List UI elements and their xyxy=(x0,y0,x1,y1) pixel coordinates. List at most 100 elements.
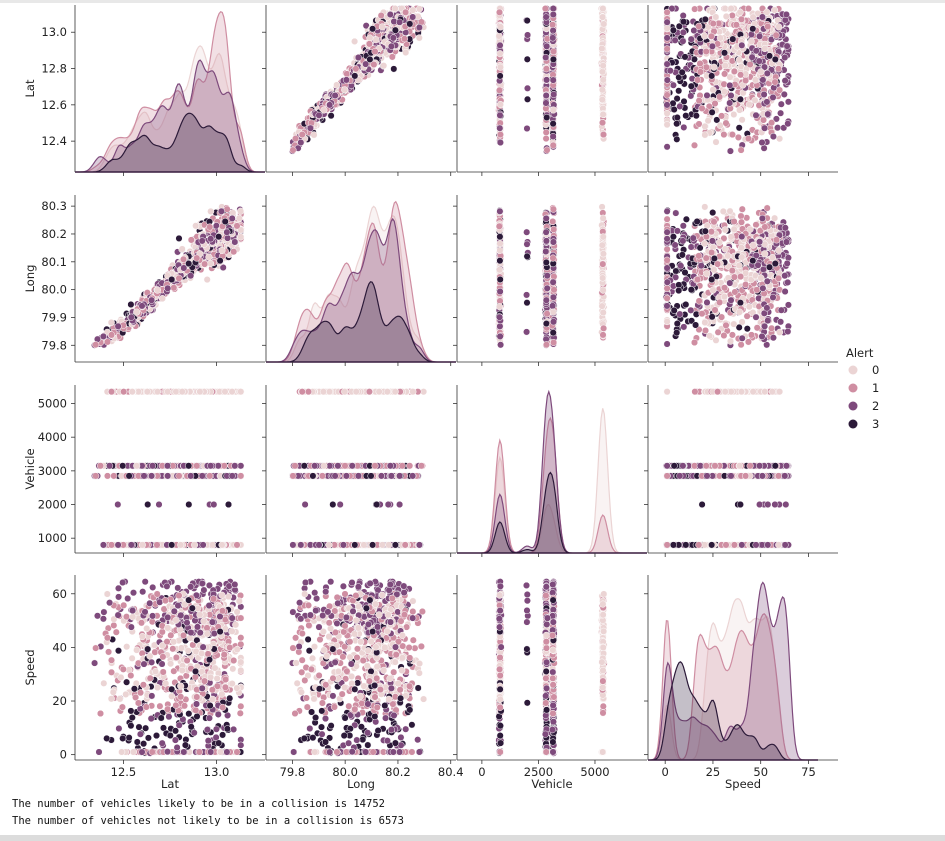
scatter-point xyxy=(764,110,772,118)
scatter-point xyxy=(726,147,734,155)
scatter-point xyxy=(310,131,318,139)
scatter-point xyxy=(341,86,349,94)
scatter-point xyxy=(707,32,715,40)
scatter-point xyxy=(549,55,557,63)
scatter-point xyxy=(727,5,735,13)
scatter-point xyxy=(415,34,423,42)
scatter-point xyxy=(496,246,504,254)
scatter-point xyxy=(772,31,780,39)
scatter-point xyxy=(541,5,549,13)
scatter-point xyxy=(759,76,767,84)
scatter-point xyxy=(758,13,766,21)
scatter-point xyxy=(523,240,531,248)
scatter-point xyxy=(701,32,709,40)
scatter-point xyxy=(696,59,704,68)
scatter-point xyxy=(354,53,362,62)
scatter-point xyxy=(746,60,754,69)
scatter-point xyxy=(599,13,607,21)
scatter-point xyxy=(709,20,717,28)
scatter-point xyxy=(663,8,671,16)
scatter-point xyxy=(771,78,779,86)
scatter-point xyxy=(776,135,784,143)
scatter-point xyxy=(681,53,689,61)
scatter-point xyxy=(732,21,740,29)
scatter-point xyxy=(549,302,557,310)
scatter-point xyxy=(735,124,743,132)
scatter-point xyxy=(333,81,341,89)
scatter-point xyxy=(599,76,607,84)
scatter-point xyxy=(235,214,243,222)
scatter-point xyxy=(736,8,744,16)
scatter-point xyxy=(759,116,768,124)
scatter-point xyxy=(600,20,608,28)
scatter-point xyxy=(679,12,687,20)
scatter-point xyxy=(784,120,792,128)
scatter-point xyxy=(599,250,607,258)
scatter-point xyxy=(175,274,183,282)
scatter-point xyxy=(599,274,607,282)
scatter-point xyxy=(687,35,695,43)
scatter-point xyxy=(549,10,557,19)
scatter-point xyxy=(221,217,229,226)
scatter-point xyxy=(669,26,677,34)
scatter-point xyxy=(107,318,115,327)
scatter-point xyxy=(704,117,712,125)
scatter-point xyxy=(701,15,709,23)
scatter-point xyxy=(366,55,374,63)
scatter-point xyxy=(168,275,176,284)
scatter-point xyxy=(763,98,771,106)
scatter-point xyxy=(599,214,607,222)
scatter-point xyxy=(729,35,737,43)
scatter-point xyxy=(237,207,245,215)
scatter-point xyxy=(663,18,671,26)
scatter-point xyxy=(297,138,305,147)
scatter-point xyxy=(599,62,607,70)
scatter-point xyxy=(726,99,734,107)
scatter-point xyxy=(695,97,703,105)
y-tick-label: 13.0 xyxy=(41,25,67,39)
scatter-point xyxy=(701,203,709,211)
scatter-point xyxy=(745,100,753,109)
scatter-point xyxy=(747,331,756,339)
scatter-point xyxy=(496,332,504,340)
scatter-point xyxy=(224,234,232,242)
scatter-point xyxy=(735,56,743,64)
scatter-point xyxy=(496,240,504,248)
scatter-point xyxy=(365,40,373,48)
scatter-point xyxy=(497,341,505,349)
scatter-point xyxy=(663,45,671,53)
scatter-point xyxy=(722,119,730,127)
scatter-point xyxy=(663,60,671,68)
scatter-point xyxy=(722,12,730,20)
scatter-point xyxy=(331,91,339,100)
scatter-point xyxy=(409,6,417,14)
scatter-point xyxy=(673,120,681,128)
scatter-point xyxy=(763,204,771,212)
y-tick-label: 80.2 xyxy=(41,227,67,241)
scatter-point xyxy=(549,278,557,286)
scatter-point xyxy=(679,37,687,45)
scatter-point xyxy=(378,23,386,31)
scatter-point xyxy=(542,237,550,245)
scatter-point xyxy=(708,42,716,50)
scatter-point xyxy=(710,63,718,71)
scatter-point xyxy=(711,99,719,108)
scatter-point xyxy=(768,119,776,127)
scatter-point xyxy=(409,13,417,21)
scatter-point xyxy=(369,25,377,33)
y-tick-label: 80.3 xyxy=(41,199,67,213)
scatter-point xyxy=(315,111,323,119)
scatter-point xyxy=(687,82,695,90)
scatter-point xyxy=(549,76,557,84)
scatter-point xyxy=(708,72,716,80)
scatter-point xyxy=(103,338,112,346)
scatter-point xyxy=(726,81,734,89)
scatter-point xyxy=(769,93,777,101)
scatter-point xyxy=(673,135,681,143)
scatter-point xyxy=(757,68,765,76)
scatter-point xyxy=(542,13,550,21)
scatter-point xyxy=(237,233,245,241)
scatter-point xyxy=(549,205,557,213)
scatter-point xyxy=(543,76,551,84)
scatter-point xyxy=(542,214,550,222)
